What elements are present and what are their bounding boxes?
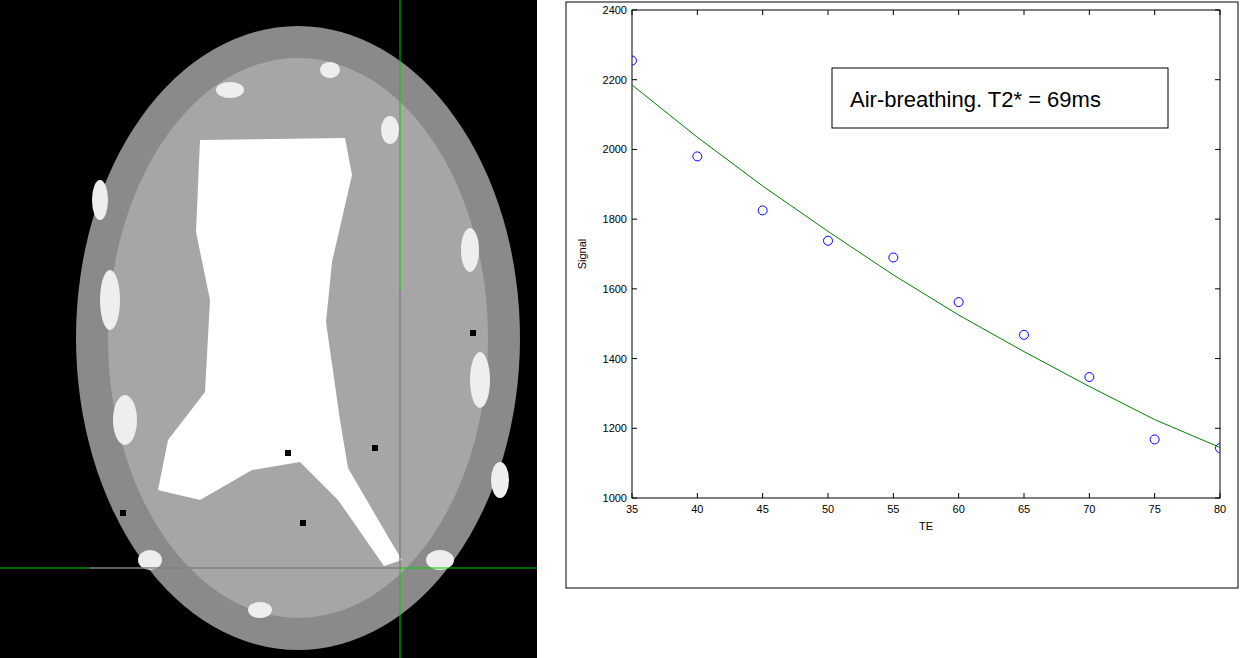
gyrus-highlight bbox=[470, 352, 490, 408]
gyrus-highlight bbox=[248, 602, 272, 618]
gyrus-highlight bbox=[100, 270, 120, 330]
x-tick-label: 45 bbox=[757, 503, 769, 515]
x-tick bbox=[697, 10, 698, 15]
x-tick-label: 50 bbox=[822, 503, 834, 515]
x-tick bbox=[762, 10, 763, 15]
brain-inner bbox=[108, 58, 488, 618]
x-tick bbox=[1089, 493, 1090, 498]
crosshair-magenta-h bbox=[90, 568, 400, 569]
mri-image bbox=[0, 0, 537, 658]
brain-outline bbox=[76, 26, 520, 650]
y-tick-label: 2200 bbox=[603, 74, 627, 86]
data-point bbox=[889, 253, 898, 262]
x-tick-label: 75 bbox=[1149, 503, 1161, 515]
x-tick-label: 55 bbox=[887, 503, 899, 515]
y-tick bbox=[632, 149, 637, 150]
figure: 1000 1200 1400 1600 1800 2000 2200 2400 35 40 45 50… bbox=[0, 0, 1243, 658]
data-point bbox=[632, 56, 637, 65]
axes-box bbox=[632, 10, 1220, 498]
annotation-text: Air-breathing. T2* = 69ms bbox=[850, 87, 1101, 112]
axes: 1000 1200 1400 1600 1800 2000 2200 2400 35 40 45 50… bbox=[603, 4, 1227, 515]
y-tick bbox=[632, 79, 637, 80]
dark-voxel bbox=[470, 330, 476, 336]
x-tick bbox=[828, 10, 829, 15]
y-tick-label: 2000 bbox=[603, 143, 627, 155]
x-tick bbox=[958, 10, 959, 15]
x-tick bbox=[1154, 10, 1155, 15]
x-tick-label: 70 bbox=[1083, 503, 1095, 515]
x-tick bbox=[1024, 493, 1025, 498]
ventricles bbox=[158, 138, 402, 566]
data-point bbox=[1085, 373, 1094, 382]
gyrus-highlight bbox=[461, 228, 479, 272]
x-tick-label: 35 bbox=[626, 503, 638, 515]
x-tick-label: 65 bbox=[1018, 503, 1030, 515]
data-point bbox=[954, 298, 963, 307]
crosshair-horizontal bbox=[0, 568, 537, 569]
x-tick bbox=[893, 10, 894, 15]
x-tick bbox=[1089, 10, 1090, 15]
x-tick bbox=[958, 493, 959, 498]
annotation-box bbox=[832, 68, 1168, 128]
x-tick bbox=[1154, 493, 1155, 498]
gyrus-highlight bbox=[113, 395, 137, 445]
data-point bbox=[693, 152, 702, 161]
y-tick bbox=[1215, 288, 1220, 289]
chart-frame bbox=[566, 2, 1238, 588]
x-tick bbox=[1024, 10, 1025, 15]
crosshair-magenta-v bbox=[400, 290, 401, 568]
x-tick bbox=[762, 493, 763, 498]
gyrus-highlight bbox=[491, 462, 509, 498]
y-tick-label: 1200 bbox=[603, 422, 627, 434]
y-axis-title: Signal bbox=[576, 239, 588, 270]
annotation: Air-breathing. T2* = 69ms bbox=[832, 68, 1168, 128]
gyrus-highlight bbox=[320, 62, 340, 78]
data-point bbox=[1150, 435, 1159, 444]
data-point bbox=[1020, 330, 1029, 339]
dark-voxel bbox=[285, 450, 291, 456]
y-tick-label: 1600 bbox=[603, 283, 627, 295]
data-point bbox=[1216, 444, 1221, 453]
y-tick bbox=[1215, 79, 1220, 80]
x-axis-title: TE bbox=[919, 520, 933, 532]
y-tick bbox=[632, 358, 637, 359]
gyrus-highlight bbox=[216, 82, 244, 98]
y-tick bbox=[632, 428, 637, 429]
x-tick-label: 60 bbox=[953, 503, 965, 515]
dark-voxel bbox=[300, 520, 306, 526]
data-layer bbox=[632, 56, 1220, 453]
gyrus-highlight bbox=[92, 180, 108, 220]
y-tick bbox=[1215, 149, 1220, 150]
y-tick-label: 1400 bbox=[603, 353, 627, 365]
crosshair-vertical bbox=[400, 0, 401, 658]
y-tick bbox=[632, 288, 637, 289]
y-tick bbox=[1215, 428, 1220, 429]
dark-voxel bbox=[372, 445, 378, 451]
y-tick bbox=[1215, 358, 1220, 359]
x-tick bbox=[828, 493, 829, 498]
dark-voxel bbox=[120, 510, 126, 516]
y-tick-label: 1000 bbox=[603, 492, 627, 504]
gyrus-highlight bbox=[426, 550, 454, 570]
x-tick-label: 40 bbox=[691, 503, 703, 515]
data-point bbox=[758, 206, 767, 215]
plot-area bbox=[632, 10, 1220, 498]
gyrus-highlight bbox=[381, 116, 399, 144]
data-point bbox=[824, 236, 833, 245]
y-tick-label: 2400 bbox=[603, 4, 627, 16]
x-tick-label: 80 bbox=[1214, 503, 1226, 515]
y-tick bbox=[632, 219, 637, 220]
y-tick-label: 1800 bbox=[603, 213, 627, 225]
y-tick bbox=[1215, 219, 1220, 220]
image-background bbox=[0, 0, 537, 658]
x-tick bbox=[697, 493, 698, 498]
gyrus-highlight bbox=[138, 550, 162, 570]
x-tick bbox=[893, 493, 894, 498]
fit-line bbox=[632, 85, 1220, 448]
